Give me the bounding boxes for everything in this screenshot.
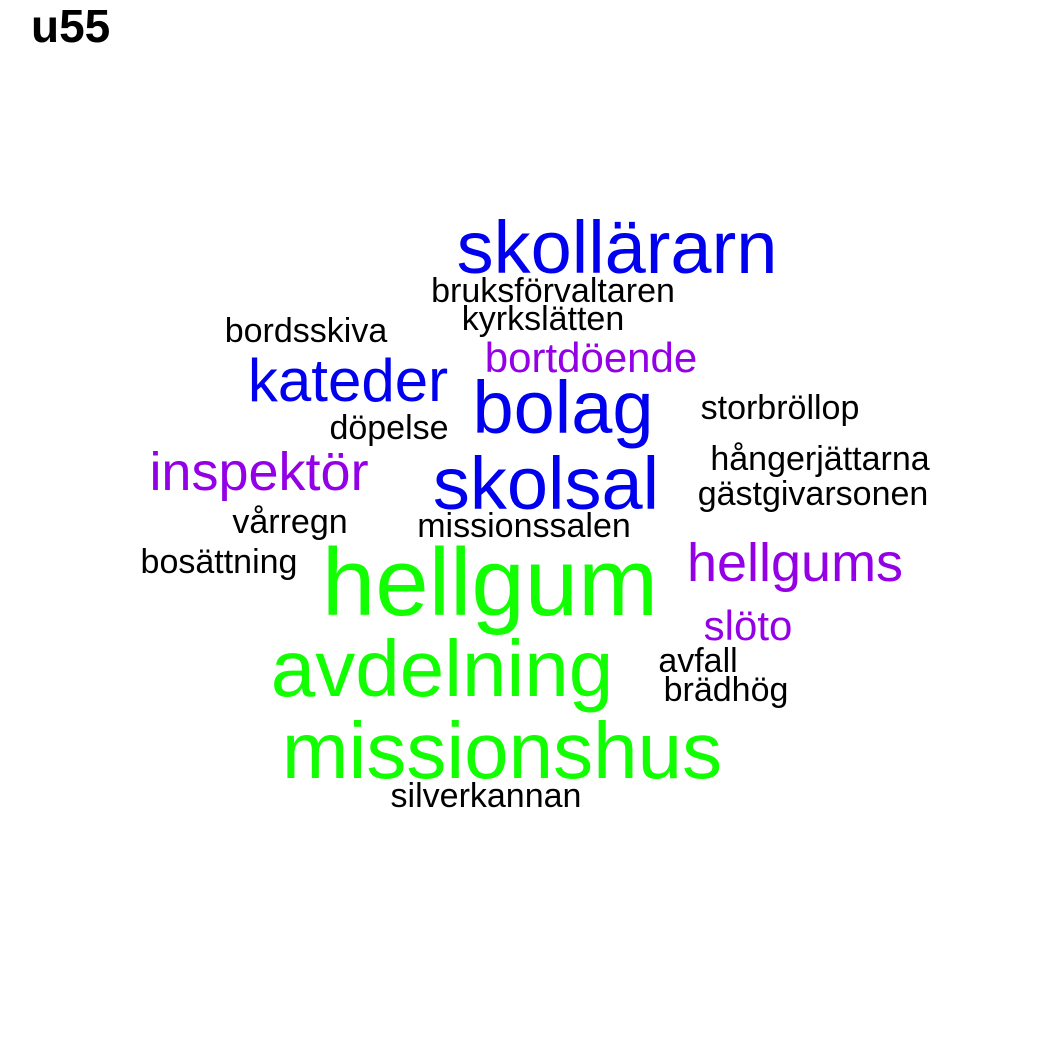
word-bordsskiva: bordsskiva (224, 312, 388, 350)
word-missionshus: missionshus (281, 706, 723, 795)
word-bolag: bolag (472, 366, 654, 449)
word-skollararn: skollärarn (456, 206, 778, 289)
word-gastgivarsonen: gästgivarsonen (697, 475, 929, 513)
word-inspektor: inspektör (149, 442, 369, 502)
word-hangerjattarna: hångerjättarna (710, 440, 930, 478)
word-hellgum: hellgum (321, 529, 659, 636)
word-silverkannan: silverkannan (390, 777, 582, 815)
word-storbrollop: storbröllop (700, 389, 860, 427)
word-missionssalen: missionssalen (417, 507, 631, 545)
word-kyrkslatten: kyrkslätten (461, 300, 625, 338)
word-avdelning: avdelning (270, 624, 614, 713)
word-bortdoende: bortdöende (484, 334, 698, 381)
word-bruksforvaltaren: bruksförvaltaren (431, 272, 675, 310)
word-varregn: vårregn (232, 503, 348, 541)
word-hellgums: hellgums (686, 533, 904, 593)
word-kateder: kateder (247, 347, 449, 414)
word-skolsal: skolsal (432, 442, 660, 525)
word-bradhog: brädhög (663, 671, 789, 709)
word-dopelse: döpelse (329, 409, 449, 447)
page-title: u55 (31, 0, 111, 52)
word-avfall: avfall (658, 642, 738, 680)
word-bosattning: bosättning (140, 543, 298, 581)
word-sloto: slöto (703, 602, 793, 649)
